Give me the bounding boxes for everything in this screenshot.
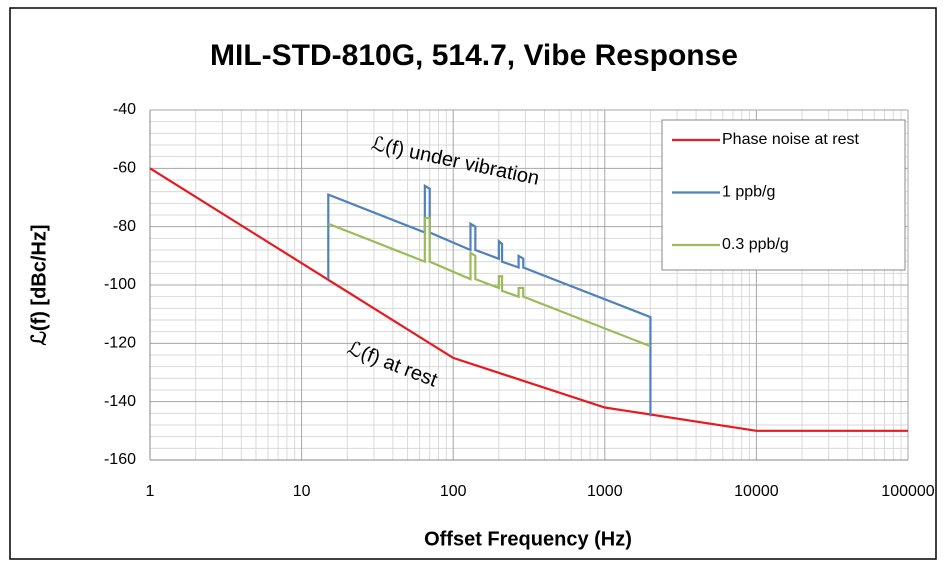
x-tick-label: 100000 — [881, 483, 934, 500]
legend-label: 1 ppb/g — [722, 184, 775, 201]
x-tick-label: 100 — [440, 483, 467, 500]
chart-title: MIL-STD-810G, 514.7, Vibe Response — [210, 39, 738, 72]
legend-label: 0.3 ppb/g — [722, 236, 789, 253]
series-line — [327, 183, 652, 417]
x-tick-label: 1 — [146, 483, 155, 500]
x-tick-label: 10 — [293, 483, 311, 500]
y-tick-label: -60 — [113, 160, 136, 177]
x-tick-label: 1000 — [587, 483, 623, 500]
series-line — [327, 216, 651, 348]
legend: Phase noise at rest 1 ppb/g 0.3 ppb/g — [661, 119, 906, 271]
series-line — [149, 167, 908, 432]
x-axis-label: Offset Frequency (Hz) — [424, 528, 632, 550]
y-tick-label: -160 — [104, 451, 136, 468]
y-tick-label: -80 — [113, 218, 136, 235]
plot — [149, 167, 908, 432]
y-tick-label: -140 — [104, 393, 136, 410]
legend-label: Phase noise at rest — [722, 131, 860, 148]
y-tick-label: -100 — [104, 276, 136, 293]
x-tick-label: 10000 — [734, 483, 779, 500]
y-axis-label: ℒ(f) [dBc/Hz] — [28, 224, 50, 345]
chart-frame — [9, 7, 937, 560]
y-tick-label: -120 — [104, 335, 136, 352]
y-tick-label: -40 — [113, 101, 136, 118]
